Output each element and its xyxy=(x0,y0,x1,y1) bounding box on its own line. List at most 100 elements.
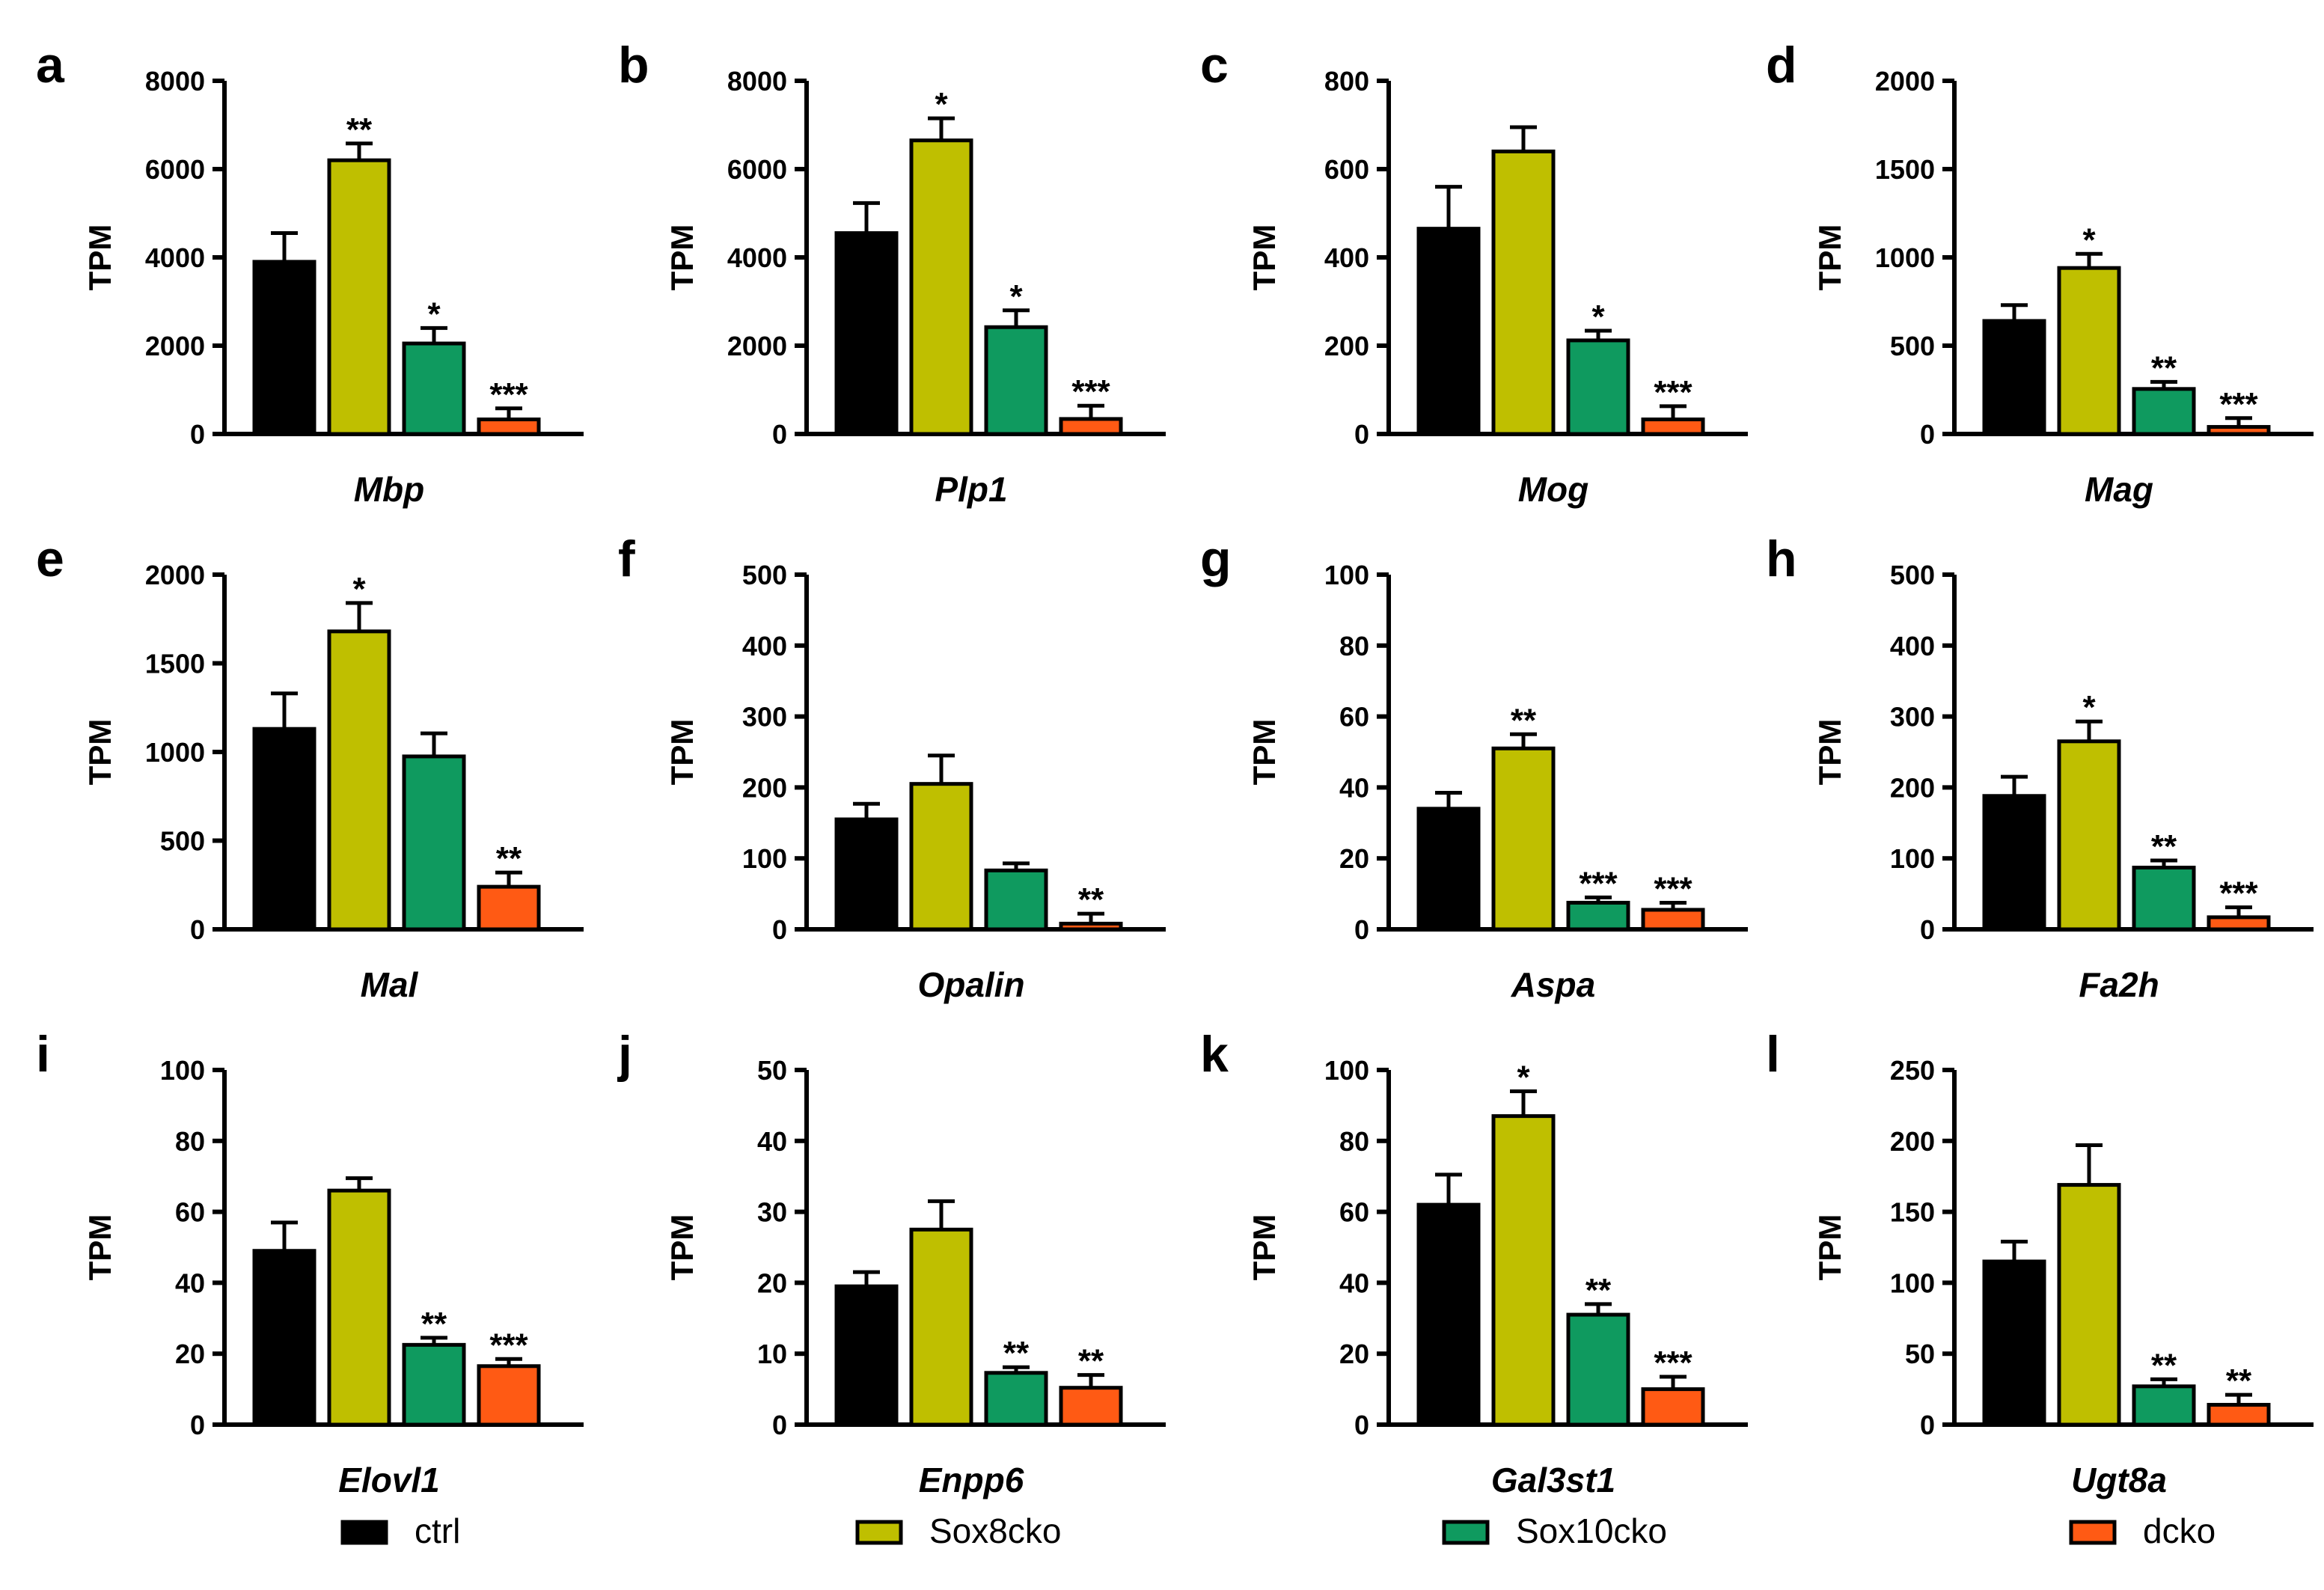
legend-label-sox8cko: Sox8cko xyxy=(929,1511,1061,1550)
bar-ctrl xyxy=(252,260,317,436)
y-axis-label: TPM xyxy=(664,224,700,291)
gene-label: Mog xyxy=(1518,470,1589,509)
panel-letter: j xyxy=(617,1026,632,1083)
significance-label: *** xyxy=(1071,373,1110,410)
y-tick-label: 40 xyxy=(175,1268,205,1298)
gene-label: Mbp xyxy=(354,470,425,509)
y-tick-label: 8000 xyxy=(727,66,787,97)
bar-sox8cko xyxy=(327,629,391,932)
y-tick-label: 1000 xyxy=(145,737,205,768)
y-tick-label: 30 xyxy=(757,1197,787,1228)
bar-sox10cko xyxy=(2132,387,2196,436)
bar-sox10cko xyxy=(1566,338,1630,436)
bar-sox8cko xyxy=(909,782,973,932)
panel-letter: i xyxy=(36,1026,50,1083)
y-axis-label: TPM xyxy=(664,719,700,786)
y-tick-label: 2000 xyxy=(145,331,205,361)
significance-label: *** xyxy=(2219,875,2258,912)
panel-letter: f xyxy=(618,530,635,587)
significance-label: * xyxy=(935,86,948,123)
panel-letter: g xyxy=(1200,530,1232,587)
significance-label: ** xyxy=(1078,1343,1104,1380)
bar-sox8cko xyxy=(2057,266,2121,436)
panel-letter: h xyxy=(1766,530,1797,587)
y-tick-label: 100 xyxy=(742,843,787,874)
bar-sox8cko xyxy=(909,138,973,436)
y-tick-label: 0 xyxy=(772,1410,787,1440)
significance-label: * xyxy=(2082,689,2096,726)
y-tick-label: 200 xyxy=(1890,772,1935,803)
legend-label-sox10cko: Sox10cko xyxy=(1516,1511,1667,1550)
bar-ctrl xyxy=(834,1284,899,1427)
gene-label: Elovl1 xyxy=(338,1461,440,1499)
bar-dcko xyxy=(1641,1387,1705,1427)
legend-label-ctrl: ctrl xyxy=(415,1511,460,1550)
y-tick-label: 600 xyxy=(1324,154,1369,185)
legend: ctrl Sox8cko Sox10cko dcko xyxy=(340,1511,2216,1550)
bar-sox10cko xyxy=(984,325,1048,436)
gene-label: Mal xyxy=(361,965,419,1004)
legend-swatch-sox10cko xyxy=(1442,1520,1490,1545)
significance-label: ** xyxy=(2151,349,2177,386)
significance-label: *** xyxy=(1654,374,1692,411)
y-tick-label: 0 xyxy=(1354,914,1369,945)
y-tick-label: 4000 xyxy=(727,242,787,273)
y-tick-label: 10 xyxy=(757,1339,787,1369)
y-axis-label: TPM xyxy=(1812,1214,1847,1281)
y-tick-label: 500 xyxy=(742,560,787,590)
y-tick-label: 80 xyxy=(175,1126,205,1157)
y-tick-label: 300 xyxy=(742,702,787,733)
bar-sox8cko xyxy=(1491,149,1556,436)
bar-sox8cko xyxy=(327,1188,391,1427)
significance-label: * xyxy=(1591,299,1605,335)
gene-label: Opalin xyxy=(917,965,1024,1004)
y-axis-label: TPM xyxy=(82,224,117,291)
significance-label: ** xyxy=(346,111,373,148)
panel-f: f 0 100 200 300 400 500 TPM ** Opalin xyxy=(618,530,1166,1004)
bar-dcko xyxy=(1641,908,1705,932)
y-tick-label: 100 xyxy=(1324,560,1369,590)
bar-ctrl xyxy=(1982,319,2046,436)
y-tick-label: 0 xyxy=(772,914,787,945)
y-tick-label: 150 xyxy=(1890,1197,1935,1228)
bar-ctrl xyxy=(1416,1202,1481,1427)
y-tick-label: 80 xyxy=(1339,631,1369,661)
y-axis-label: TPM xyxy=(82,1214,117,1281)
y-tick-label: 0 xyxy=(190,914,205,945)
bar-dcko xyxy=(1059,417,1123,436)
y-tick-label: 400 xyxy=(1890,631,1935,661)
significance-label: ** xyxy=(1511,702,1537,739)
y-axis-label: TPM xyxy=(82,719,117,786)
y-tick-label: 2000 xyxy=(1875,66,1935,97)
significance-label: * xyxy=(352,571,366,608)
gene-label: Gal3st1 xyxy=(1491,1461,1615,1499)
y-tick-label: 400 xyxy=(1324,242,1369,273)
bar-sox10cko xyxy=(2132,866,2196,932)
bar-dcko xyxy=(2207,425,2271,436)
bar-dcko xyxy=(2207,915,2271,932)
bar-sox10cko xyxy=(1566,900,1630,932)
gene-label: Enpp6 xyxy=(919,1461,1024,1499)
bar-sox10cko xyxy=(984,1371,1048,1427)
y-tick-label: 1000 xyxy=(1875,242,1935,273)
significance-label: * xyxy=(1517,1059,1530,1095)
bar-sox10cko xyxy=(984,868,1048,932)
significance-label: *** xyxy=(489,376,528,413)
y-tick-label: 0 xyxy=(1920,1410,1935,1440)
y-tick-label: 40 xyxy=(1339,1268,1369,1298)
y-tick-label: 500 xyxy=(1890,560,1935,590)
y-tick-label: 20 xyxy=(1339,843,1369,874)
y-tick-label: 0 xyxy=(1354,419,1369,450)
y-tick-label: 20 xyxy=(175,1339,205,1369)
panel-letter: b xyxy=(618,37,649,94)
significance-label: *** xyxy=(1654,870,1692,907)
y-tick-label: 100 xyxy=(1324,1055,1369,1086)
bar-sox10cko xyxy=(402,754,466,932)
